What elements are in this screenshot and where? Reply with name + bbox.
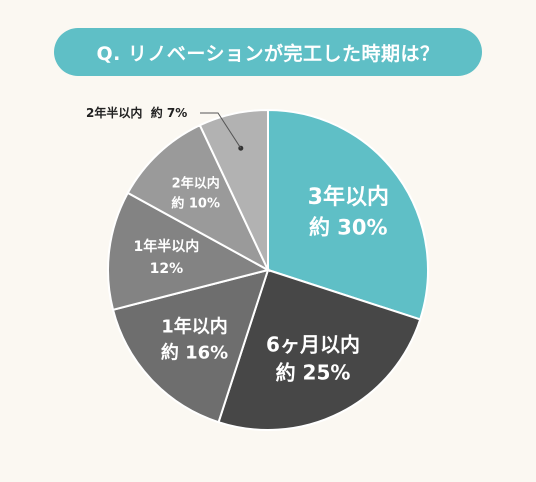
pie-slice-1y: [111, 268, 270, 424]
slice-label-2-5y-value: 約 7%: [150, 106, 188, 120]
slice-label-2-5y-outside: 2年半以内 約 7%: [86, 104, 187, 121]
slice-label-2-5y-name: 2年半以内: [86, 106, 143, 120]
pie-slice-2-5y: [198, 108, 269, 271]
slice-label-2y-name: 2年以内: [172, 176, 220, 192]
pie-slice-1-5y: [107, 191, 271, 312]
slice-label-2y-value: 約 10%: [171, 196, 220, 212]
slice-label-6m-value: 約 25%: [276, 360, 351, 384]
slice-label-1y-name: 1年以内: [161, 315, 228, 337]
chart-title: Q. リノベーションが完工した時期は？: [96, 42, 440, 65]
slice-label-6m-name: 6ヶ月以内: [266, 332, 360, 356]
slice-label-3y-value: 約 30%: [309, 216, 388, 240]
slice-label-1-5y-value: 12%: [150, 261, 184, 277]
slice-label-1y-value: 約 16%: [161, 341, 228, 363]
slice-label-1-5y-name: 1年半以内: [134, 238, 200, 255]
leader-line-2-5y: [200, 112, 242, 149]
pie-slice-3y: [267, 108, 429, 321]
pie-slice-6m: [217, 268, 422, 431]
pie-slice-2y: [126, 123, 271, 273]
title-pill: Q. リノベーションが完工した時期は？: [54, 28, 482, 76]
slice-label-3y-name: 3年以内: [308, 184, 389, 210]
